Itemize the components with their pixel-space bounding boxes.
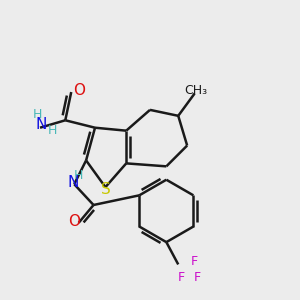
Text: O: O [73, 83, 85, 98]
Text: F: F [194, 271, 201, 284]
Text: N: N [68, 175, 79, 190]
Text: H: H [48, 124, 57, 137]
Text: H: H [32, 108, 42, 121]
Text: S: S [100, 182, 110, 197]
Text: F: F [191, 255, 198, 268]
Text: CH₃: CH₃ [184, 84, 208, 97]
Text: F: F [178, 271, 185, 284]
Text: H: H [74, 169, 83, 182]
Text: O: O [68, 214, 80, 229]
Text: N: N [36, 117, 47, 132]
